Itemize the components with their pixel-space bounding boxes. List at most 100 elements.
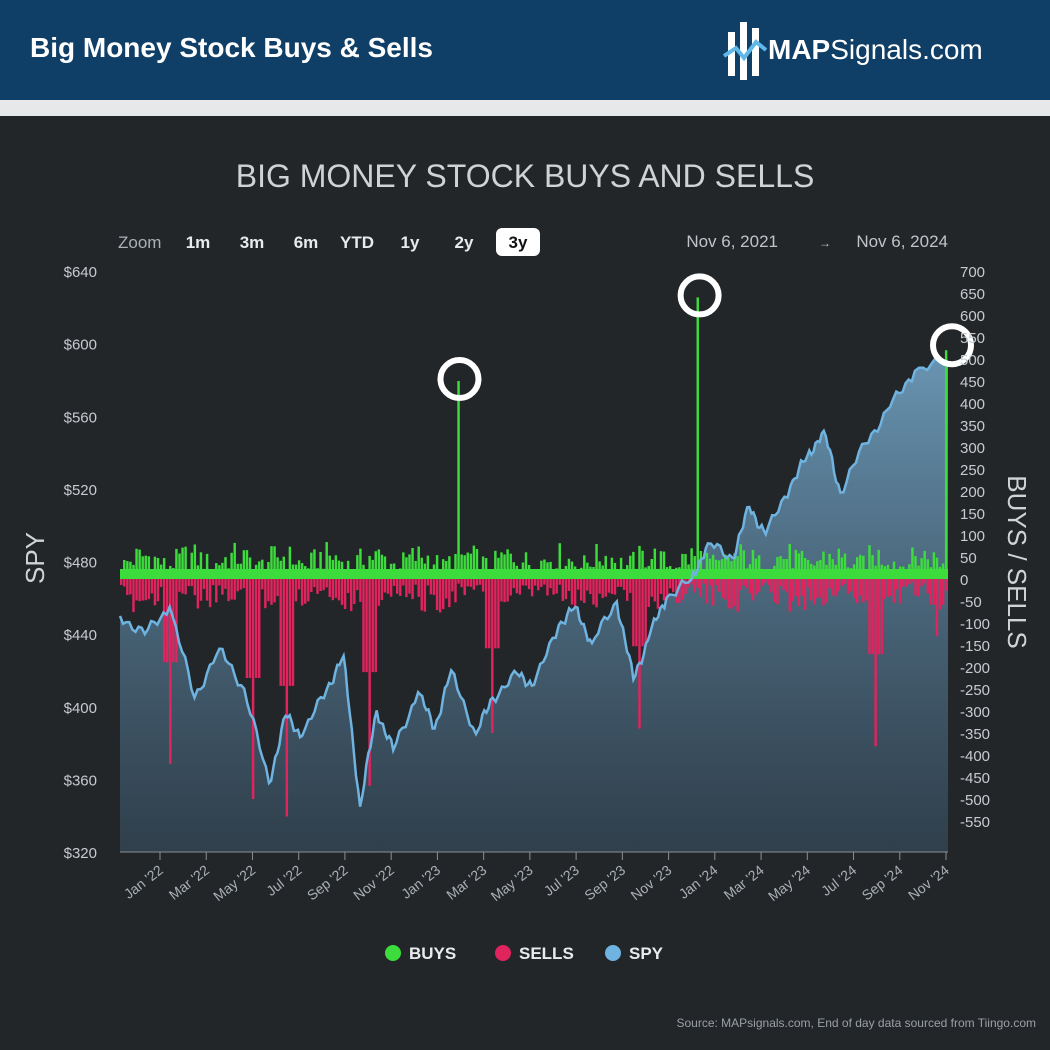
- sells-bar: [917, 579, 920, 597]
- right-tick-label: -400: [960, 748, 990, 765]
- sells-bar: [604, 579, 607, 597]
- buys-bar: [920, 558, 923, 579]
- sells-bar: [212, 579, 215, 586]
- zoom-option-3y[interactable]: 3y: [509, 233, 528, 252]
- buys-bar: [794, 549, 798, 579]
- right-tick-label: 650: [960, 286, 985, 303]
- sells-bar: [224, 579, 227, 589]
- sells-bar: [837, 579, 841, 592]
- zoom-option-6m[interactable]: 6m: [294, 233, 319, 252]
- sells-bar: [258, 579, 261, 678]
- right-tick-label: -450: [960, 770, 990, 787]
- sells-bar: [868, 579, 871, 655]
- sells-bar: [791, 579, 795, 602]
- zoom-option-1m[interactable]: 1m: [186, 233, 211, 252]
- buys-series: [120, 297, 948, 579]
- buys-bar: [248, 557, 252, 579]
- buys-bar: [776, 557, 779, 579]
- sells-bar: [745, 579, 749, 589]
- right-tick-label: 700: [960, 264, 985, 281]
- sells-bar: [187, 579, 190, 587]
- buys-bar: [205, 553, 209, 579]
- sells-bar: [635, 579, 638, 647]
- buys-bar: [696, 297, 699, 579]
- sells-bar: [159, 579, 163, 587]
- sells-bar: [748, 579, 752, 594]
- buys-bar: [509, 553, 512, 579]
- sells-bar: [445, 579, 448, 599]
- sells-bar: [307, 579, 310, 602]
- sells-bar: [399, 579, 402, 596]
- sells-bar: [929, 579, 933, 605]
- left-tick-label: $440: [64, 627, 97, 644]
- buys-bar: [242, 550, 246, 579]
- sells-bar: [377, 579, 381, 606]
- right-tick-label: 150: [960, 506, 985, 523]
- buys-bar: [457, 381, 460, 579]
- buys-bar: [162, 558, 166, 579]
- zoom-buttons: 1m 3m 6m YTD 1y 2y 3y: [186, 228, 540, 256]
- sells-bar: [380, 579, 384, 600]
- buys-bar: [629, 555, 632, 579]
- sells-bar: [218, 579, 221, 586]
- buys-bar: [411, 548, 414, 579]
- sells-bar: [583, 579, 586, 603]
- sells-bar: [429, 579, 433, 595]
- buys-bar: [270, 546, 273, 579]
- buys-bar: [859, 554, 862, 579]
- sells-bar: [123, 579, 126, 587]
- buys-bar: [739, 544, 742, 579]
- sells-bar: [190, 579, 193, 587]
- right-tick-label: 450: [960, 374, 985, 391]
- sells-bar: [540, 579, 543, 587]
- sells-bar: [564, 579, 568, 600]
- sells-bar: [264, 579, 267, 609]
- buys-bar: [181, 547, 184, 579]
- zoom-label: Zoom: [118, 233, 161, 252]
- x-tick-label: Mar '22: [166, 862, 212, 903]
- left-tick-label: $400: [64, 700, 97, 717]
- buys-bar: [583, 555, 586, 579]
- sells-bar: [905, 579, 908, 587]
- buys-bar: [932, 552, 936, 579]
- sells-bar: [760, 579, 764, 586]
- sells-bar: [405, 579, 408, 598]
- zoom-option-1y[interactable]: 1y: [401, 233, 420, 252]
- buys-bar: [380, 554, 384, 579]
- sells-bar: [435, 579, 439, 611]
- buys-bar: [405, 557, 408, 579]
- zoom-option-ytd[interactable]: YTD: [340, 233, 374, 252]
- sells-bar: [665, 579, 669, 600]
- sells-bar: [442, 579, 445, 610]
- right-tick-label: 0: [960, 572, 968, 589]
- buys-bar: [690, 548, 693, 579]
- sells-bar: [806, 579, 810, 588]
- header-title: Big Money Stock Buys & Sells: [30, 32, 433, 63]
- sells-bar: [181, 579, 184, 594]
- zoom-option-2y[interactable]: 2y: [455, 233, 474, 252]
- sells-bar: [708, 579, 712, 586]
- sells-bar: [288, 579, 292, 686]
- sells-bar: [276, 579, 279, 597]
- sells-bar: [135, 579, 138, 601]
- brand-name: MAPSignals.com: [768, 34, 983, 65]
- buys-bar: [273, 546, 276, 579]
- buys-bar: [868, 545, 871, 579]
- sells-bar: [524, 579, 528, 586]
- sells-bar: [576, 579, 580, 590]
- buys-sells-chart: BIG MONEY STOCK BUYS AND SELLS Zoom 1m 3m…: [20, 158, 1032, 963]
- sells-bar: [221, 579, 224, 595]
- sells-bar: [859, 579, 862, 596]
- sells-bar: [325, 579, 328, 588]
- sells-bar: [521, 579, 525, 586]
- sells-bar: [613, 579, 617, 595]
- zoom-option-3m[interactable]: 3m: [240, 233, 265, 252]
- sells-bar: [282, 579, 285, 686]
- sells-bar: [457, 579, 460, 584]
- sells-bar: [883, 579, 887, 599]
- x-tick-label: Nov '24: [905, 862, 952, 904]
- sells-series: [120, 579, 948, 817]
- sells-bar: [638, 579, 641, 729]
- buys-bar: [368, 555, 371, 579]
